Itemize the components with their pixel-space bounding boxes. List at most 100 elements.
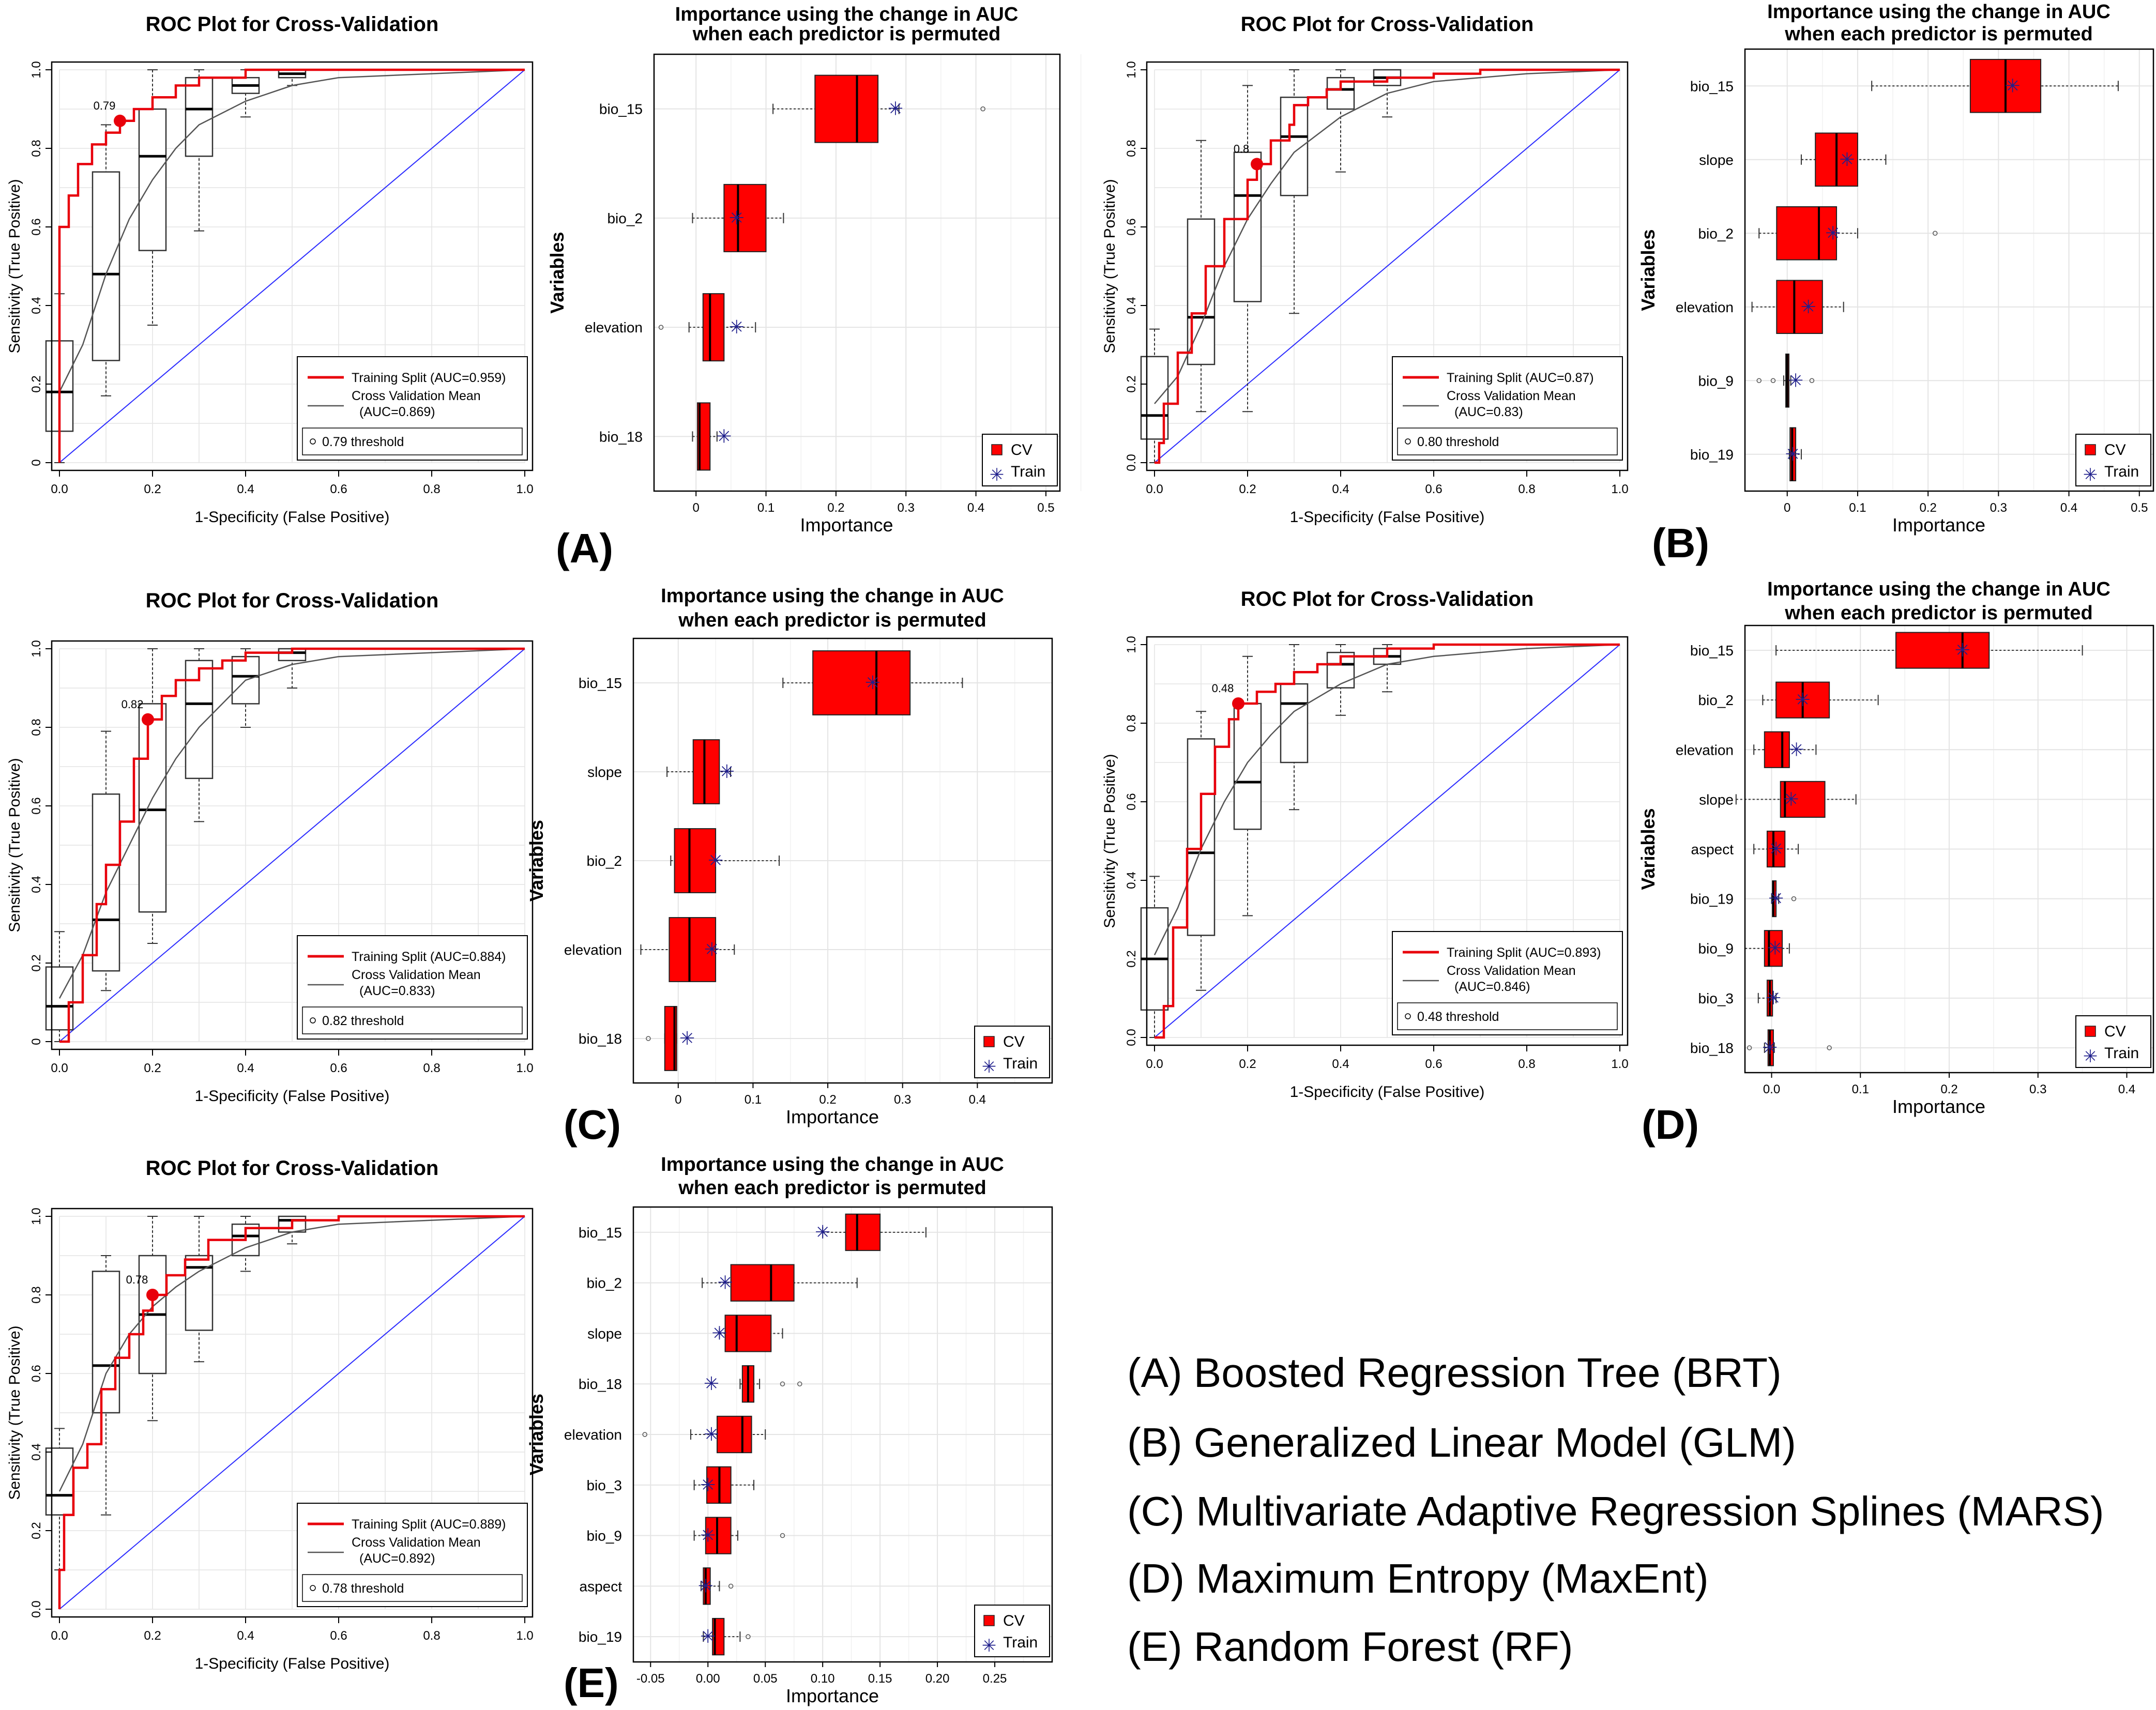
y-tick-label: 0.6	[29, 1365, 43, 1382]
importance-title: Importance using the change in AUC	[1767, 1, 2111, 23]
x-axis-label: Importance	[1892, 514, 1985, 536]
roc-frame	[51, 61, 534, 471]
y-tick-label: 0.6	[1125, 793, 1138, 810]
roc-title: ROC Plot for Cross-Validation	[146, 13, 439, 36]
threshold-label: 0.79	[94, 99, 116, 112]
diagonal-line	[1154, 69, 1620, 463]
train-star: ✳	[1825, 222, 1841, 243]
variable-label: bio_9	[1698, 941, 1734, 957]
legend-threshold-box	[302, 1574, 523, 1602]
legend-cv-label: CV	[1003, 1612, 1025, 1629]
variable-label: bio_19	[1690, 447, 1734, 463]
variable-label: bio_2	[586, 853, 622, 869]
roc-box	[92, 171, 120, 361]
importance-box-bio_2	[730, 1264, 795, 1302]
variable-label: elevation	[1676, 742, 1734, 758]
x-tick-label: 0.2	[827, 501, 844, 515]
x-tick-label: 0.8	[1518, 482, 1535, 496]
roc-box	[185, 77, 214, 157]
legend-train-label: Train	[1003, 1055, 1038, 1072]
roc-chart-b: ROC Plot for Cross-Validation 0.8 0.0 0.2 0.…	[1101, 13, 1629, 526]
train-star: ✳	[1795, 689, 1811, 710]
y-tick-label: 0.2	[1125, 375, 1138, 392]
y-tick-label: 1.0	[29, 1208, 43, 1225]
legend-threshold-label: 0.78 threshold	[322, 1581, 404, 1596]
legend-train-label: Train	[2104, 1045, 2139, 1062]
x-tick-label: 1.0	[516, 1629, 533, 1643]
threshold-label: 0.78	[126, 1273, 148, 1286]
x-tick-label: 0.0	[51, 1061, 68, 1075]
x-tick-label: 0.2	[819, 1093, 836, 1107]
x-tick-label: 0.0	[1763, 1082, 1780, 1096]
legend-cv-label: CV	[1011, 441, 1033, 459]
threshold-label: 0.82	[122, 698, 144, 711]
importance-box-bio_2	[674, 828, 717, 893]
train-star: ✳	[1762, 1037, 1778, 1058]
variable-label: elevation	[564, 1427, 622, 1443]
y-tick-label: 0.4	[29, 876, 43, 893]
y-tick-label: 0.2	[29, 954, 43, 971]
legend-threshold-label: 0.80 threshold	[1417, 435, 1499, 449]
x-axis-label: Importance	[786, 1106, 879, 1127]
importance-subtitle: when each predictor is permuted	[678, 609, 986, 631]
train-star: ✳	[1839, 149, 1855, 170]
threshold-point	[142, 713, 154, 726]
train-star: ✳	[865, 672, 880, 693]
x-tick-label: 0.2	[1940, 1082, 1957, 1096]
x-axis-label: Importance	[800, 514, 893, 536]
variable-label: bio_2	[1698, 225, 1734, 241]
x-tick-label: 0.10	[811, 1672, 835, 1686]
variable-label: bio_18	[599, 429, 643, 445]
importance-box-slope	[692, 739, 720, 804]
x-tick-label: 0.3	[898, 501, 915, 515]
x-tick-label: 0	[675, 1093, 681, 1107]
x-tick-label: 0.2	[1919, 501, 1936, 515]
legend-training-label: Training Split (AUC=0.889)	[352, 1517, 506, 1532]
importance-outlier	[780, 1533, 785, 1538]
train-star: ✳	[679, 1028, 695, 1049]
importance-title: Importance using the change in AUC	[675, 4, 1019, 25]
legend-cv-auc: (AUC=0.892)	[359, 1551, 435, 1566]
train-star: ✳	[1768, 838, 1784, 860]
x-tick-label: 0.3	[894, 1093, 911, 1107]
train-star: ✳	[698, 1575, 713, 1596]
roc-frame	[1146, 636, 1629, 1046]
importance-box-elevation	[669, 917, 717, 982]
diagonal-line	[59, 69, 525, 463]
y-tick-label: 0.0	[29, 1600, 43, 1617]
y-axis-label: Variables	[546, 232, 568, 313]
importance-outlier	[646, 1036, 651, 1041]
x-tick-label: 0.2	[1239, 1057, 1256, 1071]
importance-box-slope	[724, 1315, 772, 1352]
x-tick-label: 0.1	[745, 1093, 762, 1107]
threshold-label: 0.48	[1212, 682, 1234, 695]
importance-title: Importance using the change in AUC	[661, 1154, 1004, 1175]
train-star: ✳	[717, 1272, 733, 1293]
x-tick-label: 1.0	[1611, 482, 1628, 496]
x-tick-label: 0.1	[757, 501, 775, 515]
x-tick-label: 0.15	[868, 1672, 892, 1686]
train-star: ✳	[704, 1373, 719, 1394]
variable-label: bio_9	[586, 1528, 622, 1544]
y-tick-label: 0.6	[1125, 218, 1138, 235]
x-tick-label: 0.6	[330, 482, 347, 496]
x-tick-label: 0.8	[423, 1629, 440, 1643]
training-curve	[1155, 643, 1620, 1039]
train-star: ✳	[1768, 888, 1784, 909]
y-tick-label: 0.2	[1125, 950, 1138, 967]
training-curve	[59, 647, 525, 1043]
legend-cv-label: Cross Validation Mean	[1447, 389, 1576, 403]
legend-threshold-box	[1397, 1002, 1618, 1030]
importance-outlier	[1809, 378, 1815, 383]
model-key-maxent: (D) Maximum Entropy (MaxEnt)	[1127, 1555, 1709, 1601]
variable-label: bio_18	[579, 1031, 622, 1047]
variable-label: bio_15	[599, 101, 643, 117]
variable-label: bio_2	[1698, 692, 1734, 708]
x-tick-label: 0.20	[925, 1672, 950, 1686]
legend-threshold-box	[302, 1006, 523, 1034]
importance-outlier	[797, 1381, 802, 1386]
y-tick-label: 1.0	[1125, 61, 1138, 78]
